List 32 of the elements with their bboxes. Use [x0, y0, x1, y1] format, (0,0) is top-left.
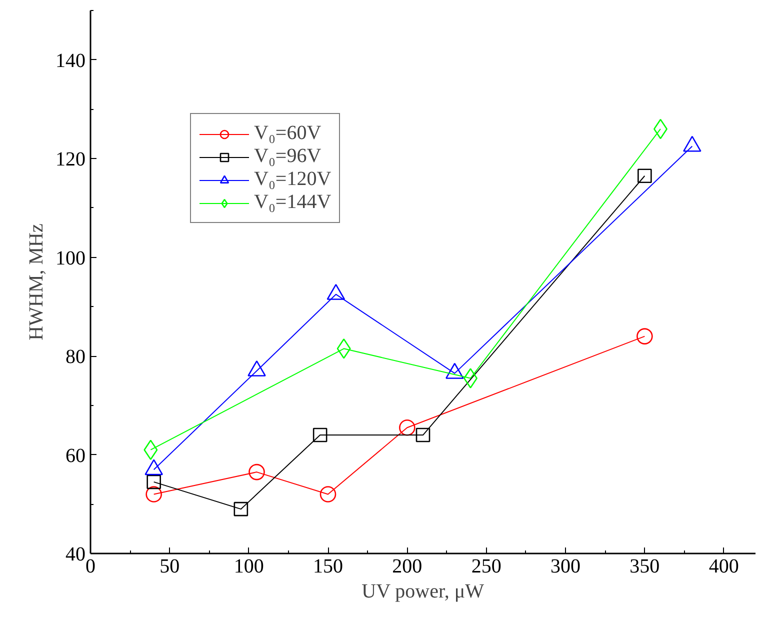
y-tick-label: 40	[66, 544, 86, 566]
x-tick-label: 350	[630, 556, 660, 578]
legend-label: V₀=96V	[254, 145, 322, 168]
x-tick-label: 50	[160, 556, 180, 578]
point	[320, 486, 336, 502]
x-tick-label: 0	[86, 556, 96, 578]
point	[312, 428, 328, 442]
point	[638, 168, 652, 184]
y-tick-label: 140	[56, 50, 86, 72]
point	[146, 486, 162, 502]
legend-label: V₀=144V	[254, 191, 332, 214]
y-tick-label: 80	[66, 346, 86, 368]
point	[416, 428, 430, 442]
point	[146, 474, 161, 490]
legend-label: V₀=60V	[254, 122, 322, 145]
x-tick-label: 100	[234, 556, 264, 578]
point	[234, 502, 248, 516]
legend-label: V₀=120V	[254, 168, 332, 191]
x-tick-label: 250	[471, 556, 502, 578]
x-tick-label: 200	[392, 556, 422, 578]
y-tick-label: 60	[66, 444, 86, 467]
y-axis-title: HWHM, MHz	[26, 224, 48, 340]
y-tick-label: 120	[56, 148, 86, 171]
point	[399, 419, 416, 436]
point	[144, 440, 158, 460]
x-tick-label: 300	[550, 556, 580, 578]
point	[248, 464, 265, 480]
x-tick-label: 150	[313, 556, 343, 578]
x-tick-label: 400	[708, 556, 739, 578]
y-tick-label: 100	[56, 247, 86, 270]
point	[636, 328, 653, 344]
x-axis-title: UV power, μW	[362, 580, 484, 602]
